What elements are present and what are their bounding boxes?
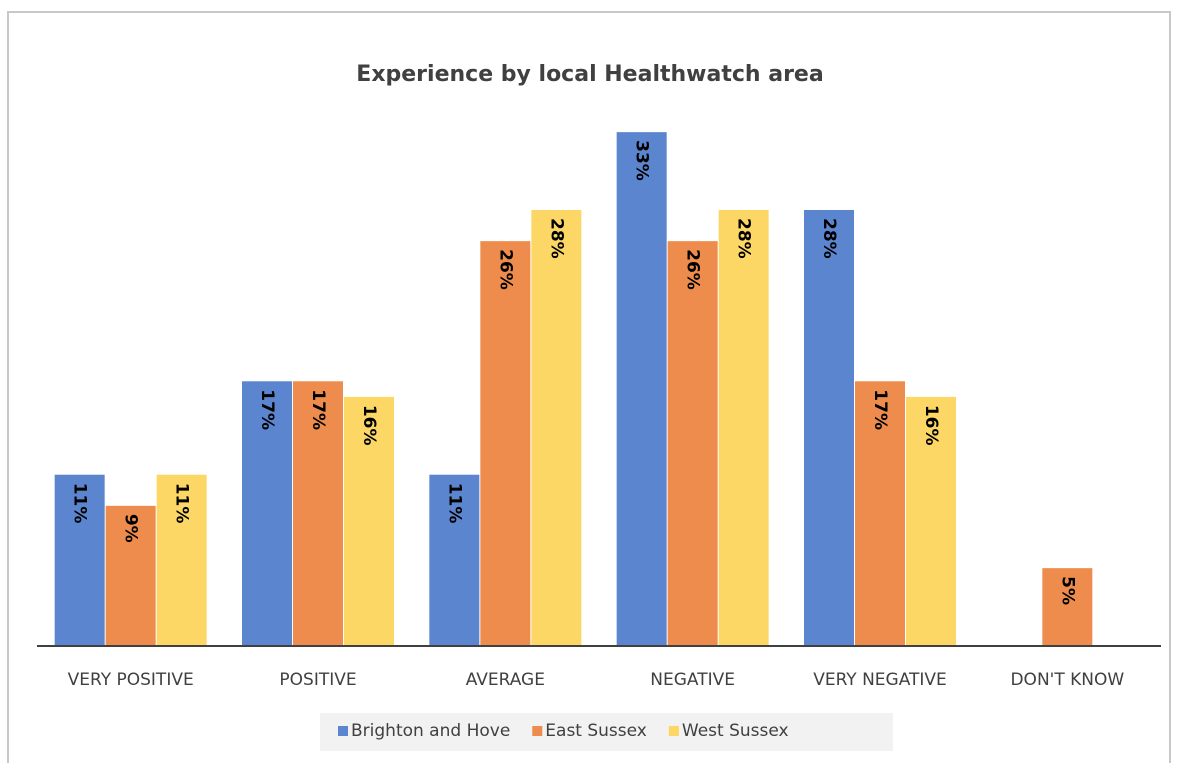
data-label: 28% bbox=[819, 218, 839, 259]
chart-title: Experience by local Healthwatch area bbox=[356, 62, 823, 87]
legend-label: West Sussex bbox=[682, 721, 789, 741]
bar bbox=[804, 210, 854, 646]
data-label: 28% bbox=[734, 218, 754, 259]
x-tick-label: NEGATIVE bbox=[650, 670, 735, 690]
bar bbox=[242, 381, 292, 646]
bar bbox=[718, 210, 769, 646]
bar bbox=[667, 241, 718, 646]
bar bbox=[1042, 568, 1093, 646]
bar bbox=[480, 241, 531, 646]
data-label: 17% bbox=[257, 389, 277, 430]
x-tick-label: VERY NEGATIVE bbox=[813, 670, 947, 690]
data-label: 26% bbox=[683, 249, 703, 290]
data-label: 11% bbox=[70, 483, 90, 524]
bar bbox=[906, 396, 956, 646]
legend-swatch bbox=[338, 726, 348, 736]
data-label: 26% bbox=[495, 249, 515, 290]
legend-label: East Sussex bbox=[545, 721, 647, 741]
chart-frame bbox=[7, 11, 1171, 763]
bar bbox=[344, 396, 394, 646]
data-label: 28% bbox=[546, 218, 566, 259]
x-tick-label: DON'T KNOW bbox=[1010, 670, 1124, 690]
bar bbox=[616, 132, 667, 647]
bar bbox=[531, 210, 582, 646]
bar bbox=[105, 505, 156, 646]
bar bbox=[429, 474, 480, 646]
legend-box bbox=[320, 713, 893, 751]
data-label: 11% bbox=[172, 483, 192, 524]
bar bbox=[156, 474, 207, 646]
legend-swatch bbox=[668, 726, 679, 736]
legend-swatch bbox=[532, 726, 543, 736]
data-label: 9% bbox=[121, 514, 141, 543]
bar bbox=[54, 474, 105, 646]
x-tick-label: POSITIVE bbox=[279, 670, 356, 690]
data-label: 33% bbox=[632, 140, 652, 181]
data-label: 5% bbox=[1057, 576, 1077, 605]
data-label: 16% bbox=[359, 405, 379, 446]
bar bbox=[855, 381, 905, 646]
data-label: 16% bbox=[921, 405, 941, 446]
legend-label: Brighton and Hove bbox=[351, 721, 510, 741]
x-tick-label: AVERAGE bbox=[466, 670, 545, 690]
data-label: 17% bbox=[870, 389, 890, 430]
bar bbox=[293, 381, 343, 646]
data-label: 11% bbox=[444, 483, 464, 524]
data-label: 17% bbox=[308, 389, 328, 430]
x-tick-label: VERY POSITIVE bbox=[68, 670, 194, 690]
